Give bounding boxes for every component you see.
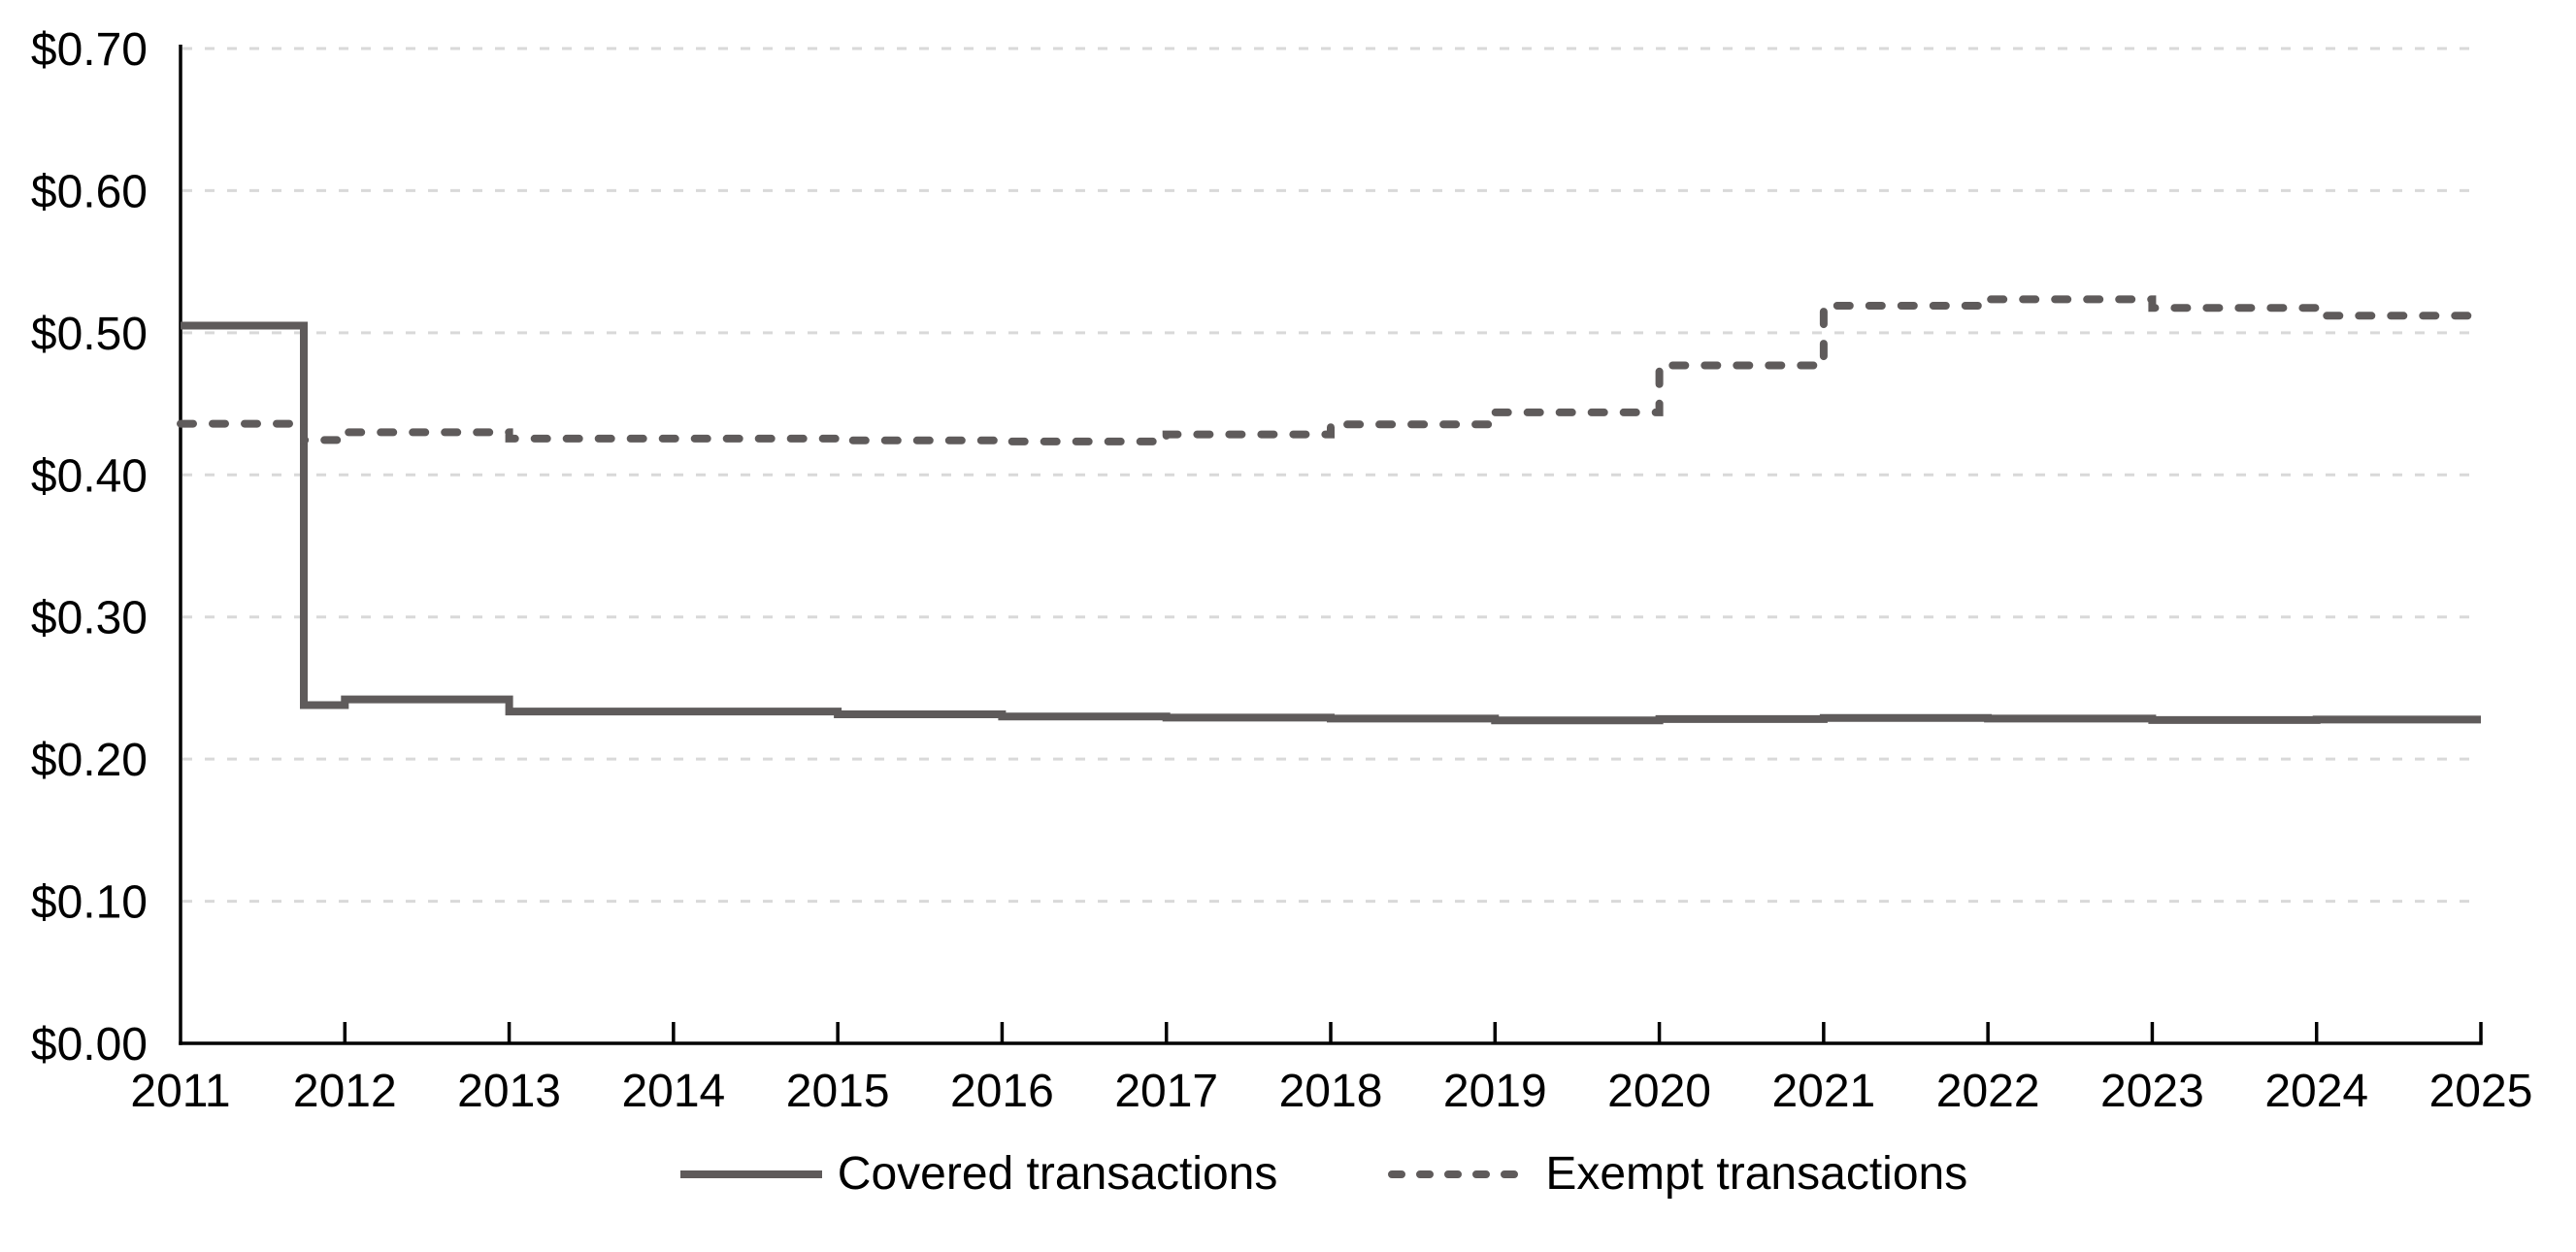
y-tick-label: $0.40: [31, 450, 148, 502]
x-tick-label: 2012: [293, 1066, 397, 1117]
y-tick-label: $0.60: [31, 166, 148, 217]
legend-label-covered: Covered transactions: [837, 1148, 1278, 1200]
x-axis-tick-labels: 2011 2012 2013 2014 2015 2016 2017 2018 2019 2020…: [130, 1066, 2532, 1117]
gridlines: [182, 47, 2481, 904]
x-tick-label: 2018: [1279, 1066, 1383, 1117]
legend-item-exempt: Exempt transactions: [1386, 1151, 1967, 1198]
x-tick-label: 2013: [457, 1066, 561, 1117]
x-tick-label: 2023: [2100, 1066, 2204, 1117]
axes: [179, 45, 2483, 1045]
y-tick-label: $0.00: [31, 1019, 148, 1071]
x-tick-label: 2017: [1114, 1066, 1218, 1117]
x-tick-label: 2019: [1443, 1066, 1547, 1117]
y-tick-label: $0.20: [31, 735, 148, 786]
x-tick-label: 2024: [2264, 1066, 2368, 1117]
series-lines: [177, 295, 2485, 725]
covered-solid-line-swatch: [679, 1170, 822, 1178]
y-tick-label: $0.50: [31, 309, 148, 360]
x-tick-label: 2021: [1771, 1066, 1875, 1117]
y-tick-label: $0.30: [31, 593, 148, 644]
exempt-transactions-line: [177, 295, 2485, 445]
x-tick-label: 2014: [621, 1066, 725, 1117]
legend-label-exempt: Exempt transactions: [1545, 1148, 1968, 1200]
y-tick-label: $0.70: [31, 24, 148, 76]
x-tick-label: 2011: [130, 1066, 230, 1117]
x-tick-label: 2015: [786, 1066, 890, 1117]
y-tick-label: $0.10: [31, 877, 148, 929]
legend-item-covered: Covered transactions: [678, 1148, 1278, 1200]
x-tick-label: 2016: [950, 1066, 1054, 1117]
x-tick-label: 2025: [2429, 1066, 2533, 1117]
x-tick-label: 2020: [1607, 1066, 1711, 1117]
y-axis-tick-labels: $0.00 $0.10 $0.20 $0.30 $0.40 $0.50 $0.60 $0.70: [31, 24, 148, 1071]
exempt-dashed-line-swatch: [1388, 1170, 1533, 1178]
legend: Covered transactions Exempt transactions: [0, 1151, 2576, 1198]
x-tick-label: 2022: [1936, 1066, 2040, 1117]
covered-transactions-line: [181, 321, 2481, 725]
